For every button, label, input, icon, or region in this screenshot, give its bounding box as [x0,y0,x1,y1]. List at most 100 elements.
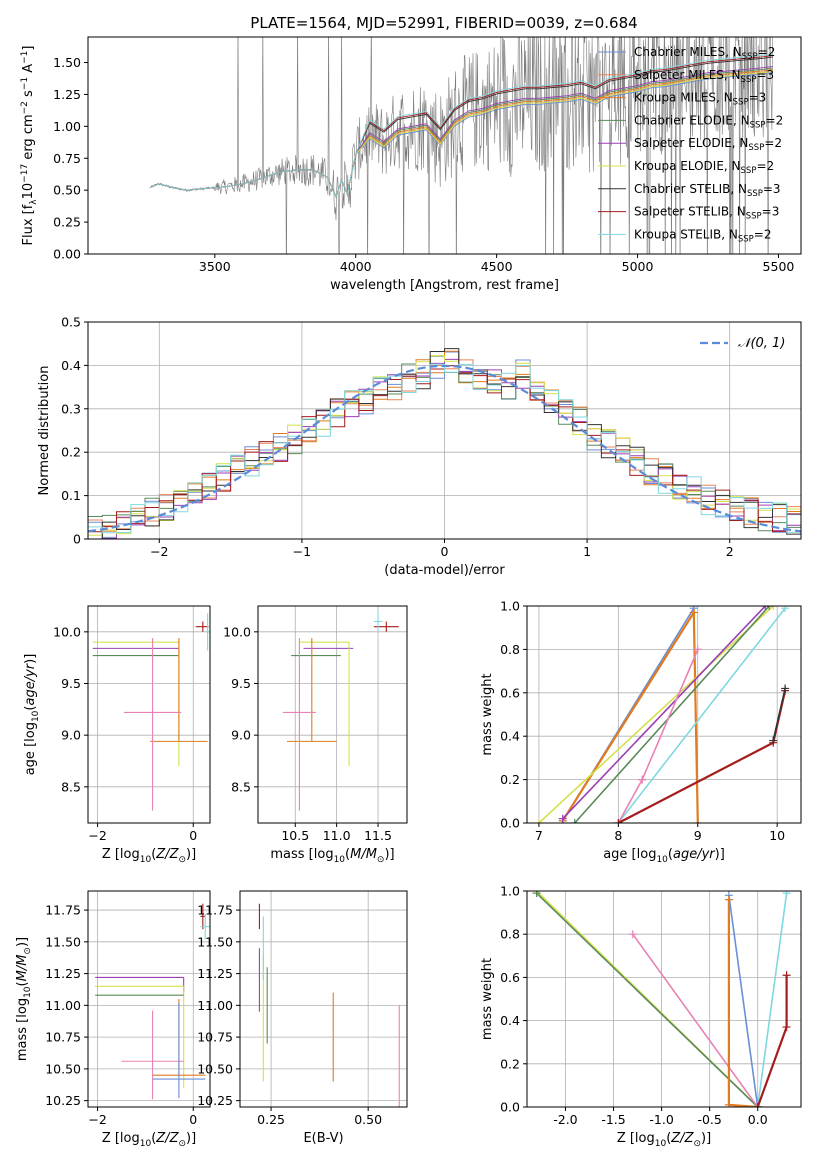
mass-weight-line [536,892,759,1107]
x-axis-label-part: age/yr [673,847,716,862]
plot-area [258,903,400,1107]
x-tick-label: -1.0 [649,1112,673,1127]
y-tick-label: 8.5 [61,779,81,794]
y-tick-label: 0.8 [500,642,520,657]
mass-weight-marker [532,891,541,898]
legend-label-value: =2 [756,159,774,173]
legend-label-name: Salpeter ELODIE, N [634,136,748,150]
y-tick-label: 10.75 [197,1030,233,1045]
legend-label: Salpeter STELIB, NSSP=3 [634,205,779,222]
x-tick-label: 0.25 [257,1112,285,1127]
legend-label-value: =2 [754,227,772,241]
x-axis-label-part: Z/Z [670,1131,694,1146]
y-tick-label: 0.50 [53,183,81,198]
x-axis-label-part: 10 [655,1139,667,1149]
x-tick-label: 0.0 [748,1112,768,1127]
legend-label-sub: SSP [750,120,766,130]
axes-frame [526,890,802,1108]
x-tick-label: -1.5 [601,1112,625,1127]
y-tick-label: 11.50 [45,934,81,949]
legend-label: Chabrier ELODIE, NSSP=2 [634,113,783,130]
y-tick-label: 10.25 [197,1093,233,1108]
x-axis-label-part: 10 [140,1139,152,1149]
legend-label-value: =3 [756,68,774,82]
plot-area [102,37,773,254]
figure-title: PLATE=1564, MJD=52991, FIBERID=0039, z=0… [250,14,637,32]
legend-label: Kroupa MILES, NSSP=3 [634,91,766,108]
y-axis-label-part: )] [23,654,38,664]
legend-label-name: Chabrier MILES, N [634,45,742,59]
mass-weight-line [617,779,643,823]
legend-label-name: Salpeter MILES, N [634,68,741,82]
x-axis-label-part: )] [384,847,394,862]
x-axis-label-part: age [log [603,847,656,862]
mass-weight-marker [782,1023,791,1032]
x-tick-label: 7 [535,828,543,843]
x-tick-label: 9 [694,828,702,843]
legend-label: Chabrier MILES, NSSP=2 [634,45,775,62]
x-tick-label: 10.5 [281,828,309,843]
legend-label: Salpeter MILES, NSSP=3 [634,68,774,85]
histogram-kroupa-elodie [88,355,801,536]
plot-area [282,611,399,811]
mass-weight-marker [724,895,733,904]
y-axis-label-part: ( [23,706,38,711]
x-axis-label-part: M/M [350,847,377,862]
y-tick-label: 1.50 [53,55,81,70]
x-axis-label-part: ⊙ [693,1139,701,1149]
age-vs-metallicity-panel: −2 08.59.09.510.0Z [log10(Z/Z⊙)]age [log1… [23,605,211,865]
x-tick-label: 0 [189,828,197,843]
x-tick-label: 11.5 [364,828,392,843]
y-axis-label-part: s [21,90,36,101]
x-tick-label: −2 [88,828,106,843]
y-tick-label: 0.25 [53,215,81,230]
y-tick-label: 11.50 [197,934,233,949]
mass-weight-marker [558,814,567,823]
legend-label-sub: SSP [747,189,763,199]
legend-label-value: =3 [749,91,767,105]
x-axis-label-part: 10 [140,855,152,865]
y-tick-label: 0.2 [500,772,520,787]
y-axis-label-part: erg cm [21,114,36,163]
legend-label-name: Kroupa ELODIE, N [634,159,741,173]
legend-label-sub: SSP [748,143,764,153]
mass-weight-line [632,933,759,1107]
legend-label: Kroupa STELIB, NSSP=2 [634,227,772,244]
plot-area [532,891,791,1107]
legend-label-name: Kroupa MILES, N [634,91,733,105]
y-axis-label-part: )] [15,937,30,947]
y-tick-label: 0.6 [500,970,520,985]
y-tick-label: 0 [73,532,81,547]
histogram-kroupa-stelib [88,363,801,534]
weight-vs-metallicity-panel: -2.0 -1.5 -1.0 -0.5 0.0 0.0 0.2 0.4 0.6 0.8 1.0 Z [… [480,884,802,1149]
legend-label: Kroupa ELODIE, NSSP=2 [634,159,774,176]
x-tick-label: 2 [726,544,734,559]
mass-weight-line [756,893,788,1107]
legend-label-value: =2 [758,45,776,59]
y-tick-label: 0.6 [500,685,520,700]
mass-vs-metallicity-panel: −2 0 10.25 10.50 10.75 11.00 11.25 11.50 11.75 Z … [15,890,211,1149]
y-tick-label: 10.0 [53,624,81,639]
x-tick-label: 0 [189,1112,197,1127]
y-tick-label: 11.75 [197,903,233,918]
x-tick-label: 11.0 [323,828,351,843]
legend-label-value: =3 [763,182,781,196]
y-tick-label: 0.1 [61,488,81,503]
axes-frame [526,605,802,824]
x-tick-label: 10 [769,828,785,843]
mass-weight-marker [753,1103,762,1107]
plot-area [88,348,801,539]
y-axis-label: Flux [fλ10−17 erg cm−2 s−1 A−1] [20,46,39,246]
y-axis-label-part: mass [log [15,998,30,1061]
y-tick-label: 1.0 [500,884,520,899]
mass-weight-line [617,607,786,823]
x-tick-label: 0 [441,544,449,559]
y-tick-label: 0.4 [500,729,520,744]
y-axis-label: mass weight [480,958,495,1040]
y-tick-label: 8.5 [231,779,251,794]
legend-label-sub: SSP [742,52,758,62]
x-axis-label: Z [log10(Z/Z⊙)] [617,1131,711,1149]
x-tick-label: -0.5 [697,1112,721,1127]
y-tick-label: 0.4 [500,1013,520,1028]
